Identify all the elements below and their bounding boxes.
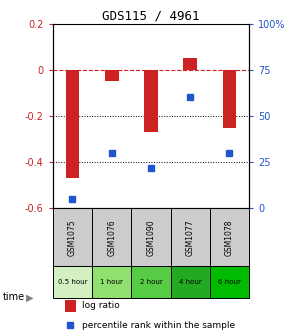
Text: GSM1077: GSM1077 xyxy=(186,219,195,256)
Text: GSM1078: GSM1078 xyxy=(225,219,234,256)
Text: ▶: ▶ xyxy=(26,292,34,302)
Text: GSM1090: GSM1090 xyxy=(146,219,155,256)
Bar xyxy=(66,70,79,178)
Text: percentile rank within the sample: percentile rank within the sample xyxy=(82,321,235,330)
FancyBboxPatch shape xyxy=(171,208,210,266)
Bar xyxy=(223,70,236,128)
Title: GDS115 / 4961: GDS115 / 4961 xyxy=(102,9,200,23)
Text: time: time xyxy=(3,292,25,302)
FancyBboxPatch shape xyxy=(92,266,131,298)
Text: GSM1075: GSM1075 xyxy=(68,219,77,256)
Bar xyxy=(64,300,76,312)
FancyBboxPatch shape xyxy=(210,208,249,266)
Text: 6 hour: 6 hour xyxy=(218,279,241,285)
FancyBboxPatch shape xyxy=(92,208,131,266)
Text: 2 hour: 2 hour xyxy=(139,279,162,285)
FancyBboxPatch shape xyxy=(53,266,92,298)
Text: GSM1076: GSM1076 xyxy=(107,219,116,256)
Text: log ratio: log ratio xyxy=(82,301,120,310)
Text: 1 hour: 1 hour xyxy=(100,279,123,285)
Bar xyxy=(105,70,118,81)
FancyBboxPatch shape xyxy=(210,266,249,298)
FancyBboxPatch shape xyxy=(53,208,92,266)
Bar xyxy=(144,70,158,132)
FancyBboxPatch shape xyxy=(131,266,171,298)
Bar xyxy=(183,58,197,70)
Text: 4 hour: 4 hour xyxy=(179,279,202,285)
FancyBboxPatch shape xyxy=(171,266,210,298)
Text: 0.5 hour: 0.5 hour xyxy=(58,279,87,285)
FancyBboxPatch shape xyxy=(131,208,171,266)
